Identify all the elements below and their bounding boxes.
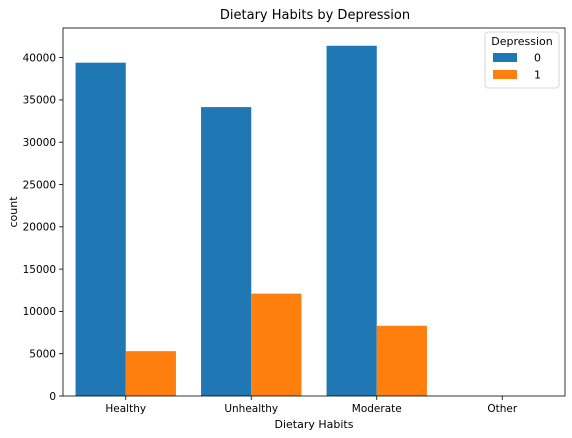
chart-title: Dietary Habits by Depression [220,8,410,23]
x-axis-label: Dietary Habits [275,418,354,431]
legend-label-0: 0 [534,52,541,65]
y-tick-label: 30000 [23,137,56,149]
axes [62,27,566,397]
plot-frame [62,27,566,397]
bar-healthy-depression-0 [75,62,126,396]
y-axis-label: count [7,196,20,228]
x-tick-label-healthy: Healthy [105,403,146,415]
y-tick-label: 20000 [23,222,56,234]
legend-items: 01 [493,52,541,82]
bars-layer [75,45,427,397]
legend-swatch-1 [493,70,517,79]
x-axis-ticks: Healthy Unhealthy Moderate Other [105,396,518,415]
y-tick-label: 35000 [23,95,56,107]
y-tick-label: 5000 [29,349,56,361]
y-tick-label: 15000 [23,264,56,276]
legend-title: Depression [491,35,553,48]
legend: Depression 01 [484,31,560,89]
y-tick-label: 10000 [23,306,56,318]
bar-moderate-depression-1 [376,325,427,396]
bar-unhealthy-depression-1 [251,293,302,396]
bar-moderate-depression-0 [326,45,377,397]
x-tick-label-other: Other [487,403,517,415]
y-axis-ticks: 0 5000 10000 15000 20000 25000 30000 35000 40000 [23,52,63,403]
legend-swatch-0 [493,53,517,62]
y-tick-label: 40000 [23,52,56,64]
bar-unhealthy-depression-0 [201,107,252,396]
x-tick-label-unhealthy: Unhealthy [224,403,278,415]
y-tick-label: 25000 [23,179,56,191]
x-tick-label-moderate: Moderate [352,403,402,415]
y-tick-label: 0 [49,391,56,403]
bar-healthy-depression-1 [125,351,176,396]
legend-label-1: 1 [534,69,541,82]
